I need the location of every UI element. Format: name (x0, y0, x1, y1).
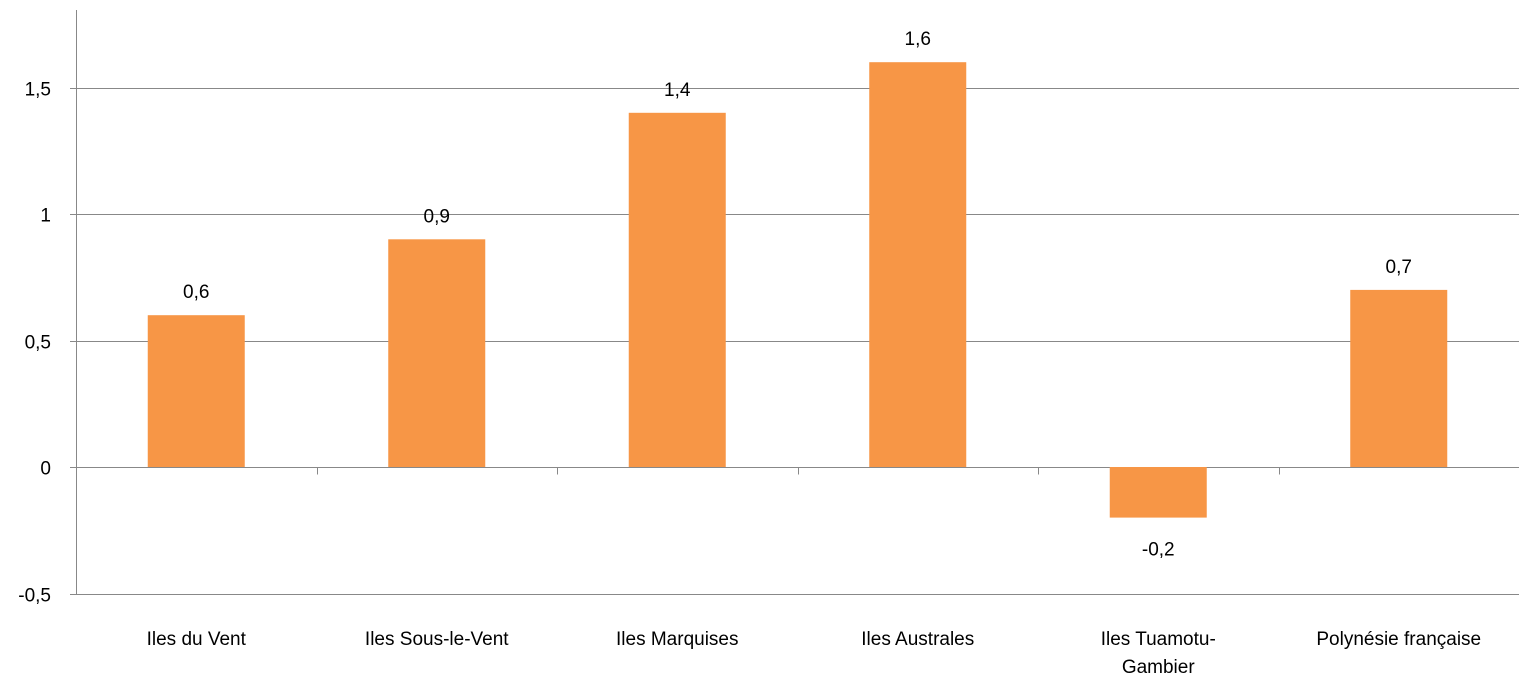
y-tick-label: 0,5 (25, 333, 51, 354)
data-label: 1,6 (905, 29, 931, 50)
data-labels: 0,6 0,9 1,4 1,6 -0,2 0,7 (183, 29, 1412, 560)
bar (147, 315, 245, 467)
y-axis-tick-labels: -0,5 0 0,5 1 1,5 (18, 80, 51, 607)
category-label: Iles Australes (861, 629, 974, 650)
bar (1109, 467, 1207, 518)
bar (628, 112, 726, 468)
x-axis-category-labels: Iles du Vent Iles Sous-le-Vent Iles Marqui… (147, 629, 1482, 678)
category-label: Polynésie française (1316, 629, 1481, 650)
data-label: 0,6 (183, 282, 209, 303)
y-tick-label: 1 (40, 206, 51, 227)
bar (388, 239, 486, 467)
axes (70, 10, 1519, 595)
gridlines (76, 88, 1519, 595)
data-label: 0,9 (424, 206, 450, 227)
category-label: Iles Sous-le-Vent (365, 629, 509, 650)
bars (147, 62, 1448, 518)
data-label: -0,2 (1142, 540, 1175, 561)
category-label: Iles Tuamotu-Gambier (1101, 629, 1216, 678)
data-label: 0,7 (1386, 257, 1412, 278)
category-label: Iles Marquises (616, 629, 739, 650)
y-tick-label: -0,5 (18, 586, 51, 607)
bar (869, 62, 967, 467)
data-label: 1,4 (664, 80, 691, 101)
category-label: Iles du Vent (147, 629, 247, 650)
y-tick-label: 0 (40, 459, 51, 480)
bar (1350, 289, 1448, 467)
y-tick-label: 1,5 (25, 80, 51, 101)
